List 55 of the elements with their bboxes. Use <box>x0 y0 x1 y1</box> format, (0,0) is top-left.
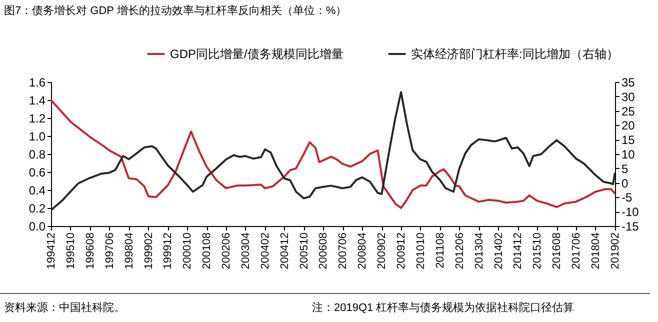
y-tick-label: 0.2 <box>28 202 46 216</box>
y-tick-label: 1.4 <box>28 94 46 108</box>
x-tick-label: 200402 <box>259 232 272 270</box>
x-tick-label: 200010 <box>182 232 194 270</box>
y2-tick-label: 35 <box>622 76 636 90</box>
y-tick-label: 1.2 <box>28 112 46 126</box>
x-tick-label: 199412 <box>46 232 58 270</box>
x-tick-label: 200510 <box>298 232 310 270</box>
text: 注：2019Q1 杠杆率与债务规模为依据社科院口径估算 <box>312 300 574 315</box>
y2-tick-label: 25 <box>622 104 636 118</box>
y2-tick-label: 30 <box>622 90 636 104</box>
x-tick-label: 201706 <box>570 232 583 270</box>
y2-tick-label: 15 <box>622 133 636 148</box>
x-tick-label: 200108 <box>201 232 214 270</box>
y-tick-label: 0.0 <box>28 220 46 234</box>
x-tick-label: 201902 <box>610 232 622 270</box>
y-tick-label: 0.8 <box>28 148 46 162</box>
chart-title: 图7：债务增长对 GDP 增长的拉动效率与杠杆率反向相关（单位：%） <box>4 4 347 18</box>
y2-tick-label: 20 <box>622 118 636 133</box>
x-tick-label: 201804 <box>590 232 602 270</box>
x-tick-label: 201010 <box>414 232 427 270</box>
y2-tick-label: 5 <box>622 162 628 176</box>
x-tick-label: 199902 <box>142 232 155 270</box>
x-tick-label: 201510 <box>532 232 544 270</box>
y-tick-label: 1.6 <box>28 76 46 90</box>
text: 资料来源：中国社科院。 <box>4 301 125 315</box>
x-tick-label: 199912 <box>162 232 174 270</box>
x-tick-label: 200902 <box>376 232 388 270</box>
x-tick-label: 201304 <box>473 232 486 270</box>
x-tick-label: 200206 <box>220 232 232 270</box>
x-tick-label: 201108 <box>434 232 446 268</box>
y-tick-label: 0.4 <box>28 184 46 198</box>
y2-tick-label: -15 <box>622 220 640 234</box>
x-tick-label: 201608 <box>551 232 564 270</box>
y2-tick-label: 10 <box>622 148 636 162</box>
x-tick-label: 200804 <box>356 232 369 270</box>
y2-tick-label: 0 <box>622 176 628 190</box>
x-tick-label: 199706 <box>104 232 116 270</box>
x-tick-label: 201402 <box>492 232 505 270</box>
x-tick-label: 199510 <box>64 232 77 270</box>
y2-tick-label: -5 <box>622 190 632 205</box>
legend-label: 实体经济部门杠杆率:同比增加（右轴） <box>411 47 618 61</box>
x-tick-label: 200912 <box>396 232 408 270</box>
y2-tick-label: -10 <box>622 205 640 220</box>
x-tick-label: 199608 <box>84 232 96 270</box>
legend-label: GDP同比增量/债务规模同比增量 <box>170 47 344 61</box>
y-tick-label: 1.0 <box>28 130 46 144</box>
x-tick-label: 200304 <box>240 232 252 270</box>
x-tick-label: 201412 <box>512 232 524 270</box>
x-tick-label: 201206 <box>454 232 466 270</box>
y-tick-label: 0.6 <box>28 166 46 180</box>
x-tick-label: 200706 <box>337 232 350 270</box>
x-tick-label: 200412 <box>278 232 291 270</box>
x-tick-label: 200608 <box>318 232 330 270</box>
x-tick-label: 199804 <box>123 232 136 270</box>
